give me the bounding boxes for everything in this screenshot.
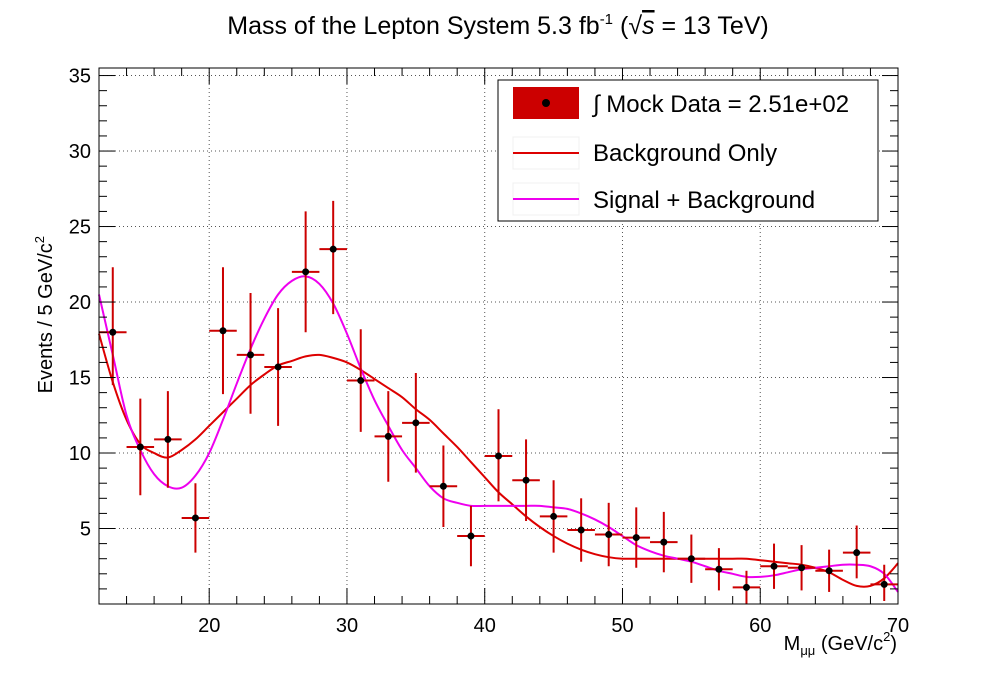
data-marker-12 [439, 482, 447, 490]
data-point-5 [236, 292, 265, 414]
y-tick-label-3: 20 [69, 292, 91, 314]
xlabel-unit: (GeV/c [815, 633, 883, 655]
data-point-13 [457, 505, 485, 567]
data-point-0 [99, 267, 127, 386]
data-point-23 [732, 570, 761, 604]
x-tick-label-2: 40 [474, 615, 496, 637]
data-point-17 [567, 498, 595, 562]
x-tick-label-4: 60 [749, 615, 771, 637]
legend-label-sig: Signal + Background [593, 187, 815, 214]
data-marker-25 [798, 564, 806, 572]
signal-plus-background-curve [98, 275, 899, 593]
data-marker-11 [412, 419, 420, 427]
xlabel-sup: 2 [883, 629, 890, 644]
y-tick-label-5: 30 [69, 141, 91, 163]
data-point-16 [539, 480, 568, 553]
data-marker-3 [191, 514, 199, 522]
title-sup: -1 [600, 11, 613, 28]
x-tick-label-3: 50 [611, 615, 633, 637]
data-point-1 [126, 398, 155, 496]
legend-data-marker [542, 99, 550, 107]
data-marker-19 [632, 534, 640, 542]
data-point-18 [594, 502, 623, 567]
data-point-19 [622, 507, 651, 568]
xlabel-close: ) [890, 633, 897, 655]
data-point-4 [209, 267, 237, 395]
data-point-10 [374, 391, 403, 482]
data-marker-26 [825, 567, 833, 575]
title-open: ( [613, 12, 629, 40]
data-marker-28 [880, 580, 888, 588]
data-point-7 [291, 211, 320, 333]
data-marker-10 [384, 432, 392, 440]
data-point-12 [429, 445, 458, 527]
y-tick-label-2: 15 [69, 368, 91, 390]
legend-label-bkg: Background Only [593, 140, 777, 167]
data-marker-5 [247, 351, 255, 359]
data-point-8 [319, 200, 347, 315]
title-rest: = 13 TeV) [655, 12, 769, 40]
y-tick-label-6: 35 [69, 66, 91, 88]
title-s: s [642, 12, 655, 40]
data-marker-15 [522, 476, 530, 484]
data-point-26 [815, 549, 843, 592]
data-marker-7 [302, 268, 310, 276]
data-point-3 [181, 483, 210, 553]
x-tick-label-5: 70 [887, 615, 909, 637]
data-marker-14 [495, 452, 502, 460]
data-point-2 [154, 391, 182, 488]
data-point-9 [346, 329, 375, 432]
axes: 20 30 40 50 60 70 5 10 15 20 25 30 35 [69, 66, 909, 637]
xlabel-sub: μμ [800, 643, 815, 658]
plot-frame [98, 67, 899, 605]
data-marker-2 [164, 435, 172, 443]
data-marker-20 [660, 538, 668, 546]
data-point-24 [760, 543, 788, 589]
data-point-21 [677, 534, 706, 583]
data-marker-13 [467, 532, 475, 540]
data-point-15 [512, 439, 540, 521]
ylabel-base: Events / 5 GeV/c [35, 243, 57, 393]
data-marker-16 [550, 512, 558, 520]
data-points [99, 200, 898, 604]
data-point-28 [870, 564, 898, 601]
data-point-27 [842, 525, 871, 579]
title-main: Mass of the Lepton System 5.3 fb [227, 12, 599, 40]
data-point-14 [484, 409, 513, 502]
data-point-22 [705, 548, 733, 591]
x-tick-label-1: 30 [336, 615, 358, 637]
data-point-6 [264, 308, 292, 426]
data-marker-9 [357, 377, 365, 385]
data-marker-27 [853, 549, 861, 557]
y-axis-label: Events / 5 GeV/c2 [32, 236, 57, 393]
legend-label-data: ∫ Mock Data = 2.51e+02 [591, 91, 849, 118]
data-point-20 [650, 511, 678, 573]
data-marker-6 [274, 363, 282, 371]
y-tick-label-4: 25 [69, 217, 91, 239]
data-marker-1 [136, 443, 144, 451]
data-marker-17 [577, 526, 585, 534]
y-tick-label-0: 5 [80, 519, 91, 541]
data-point-25 [787, 545, 816, 591]
data-marker-8 [329, 245, 337, 253]
data-marker-24 [770, 562, 778, 570]
data-marker-22 [715, 565, 723, 573]
y-tick-label-1: 10 [69, 443, 91, 465]
data-point-11 [402, 372, 430, 473]
chart-title: Mass of the Lepton System 5.3 fb-1 (√s =… [227, 11, 769, 40]
x-tick-label-0: 20 [198, 615, 220, 637]
xlabel-base: M [784, 633, 801, 655]
legend: ∫ Mock Data = 2.51e+02 Background Only S… [497, 79, 879, 222]
title-sqrt: √ [628, 12, 642, 40]
data-marker-18 [605, 531, 613, 539]
ylabel-sup: 2 [32, 236, 47, 243]
data-marker-21 [687, 555, 695, 563]
data-marker-0 [109, 328, 117, 336]
data-marker-4 [219, 327, 227, 335]
x-axis-label: Mμμ (GeV/c2) [784, 629, 897, 658]
data-marker-23 [742, 583, 750, 591]
